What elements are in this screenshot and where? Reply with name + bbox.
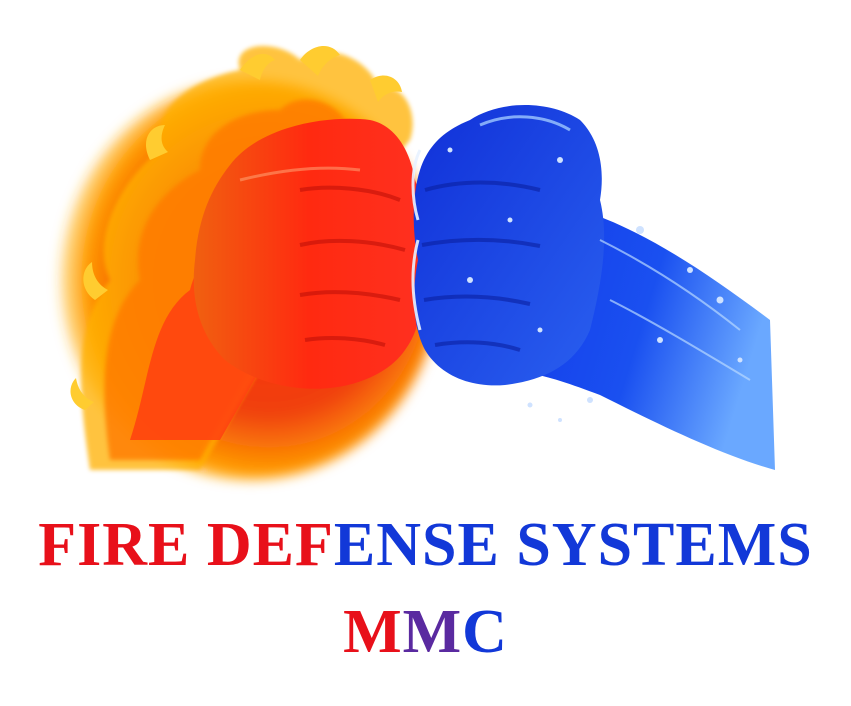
fist-bump-illustration (60, 45, 775, 480)
company-name-line1: FIRE DEFENSE SYSTEMS (0, 505, 851, 585)
mmc-letter-m2: M (402, 598, 463, 666)
flaming-fist-icon (60, 45, 440, 480)
water-fist-icon (411, 105, 775, 470)
mmc-letter-m1: M (343, 598, 403, 666)
defense-systems-text: ENSE SYSTEMS (333, 511, 813, 579)
mmc-letter-c: C (462, 598, 508, 666)
fire-text: FIRE DEF (38, 511, 334, 579)
company-name-line2: MMC (0, 592, 851, 672)
